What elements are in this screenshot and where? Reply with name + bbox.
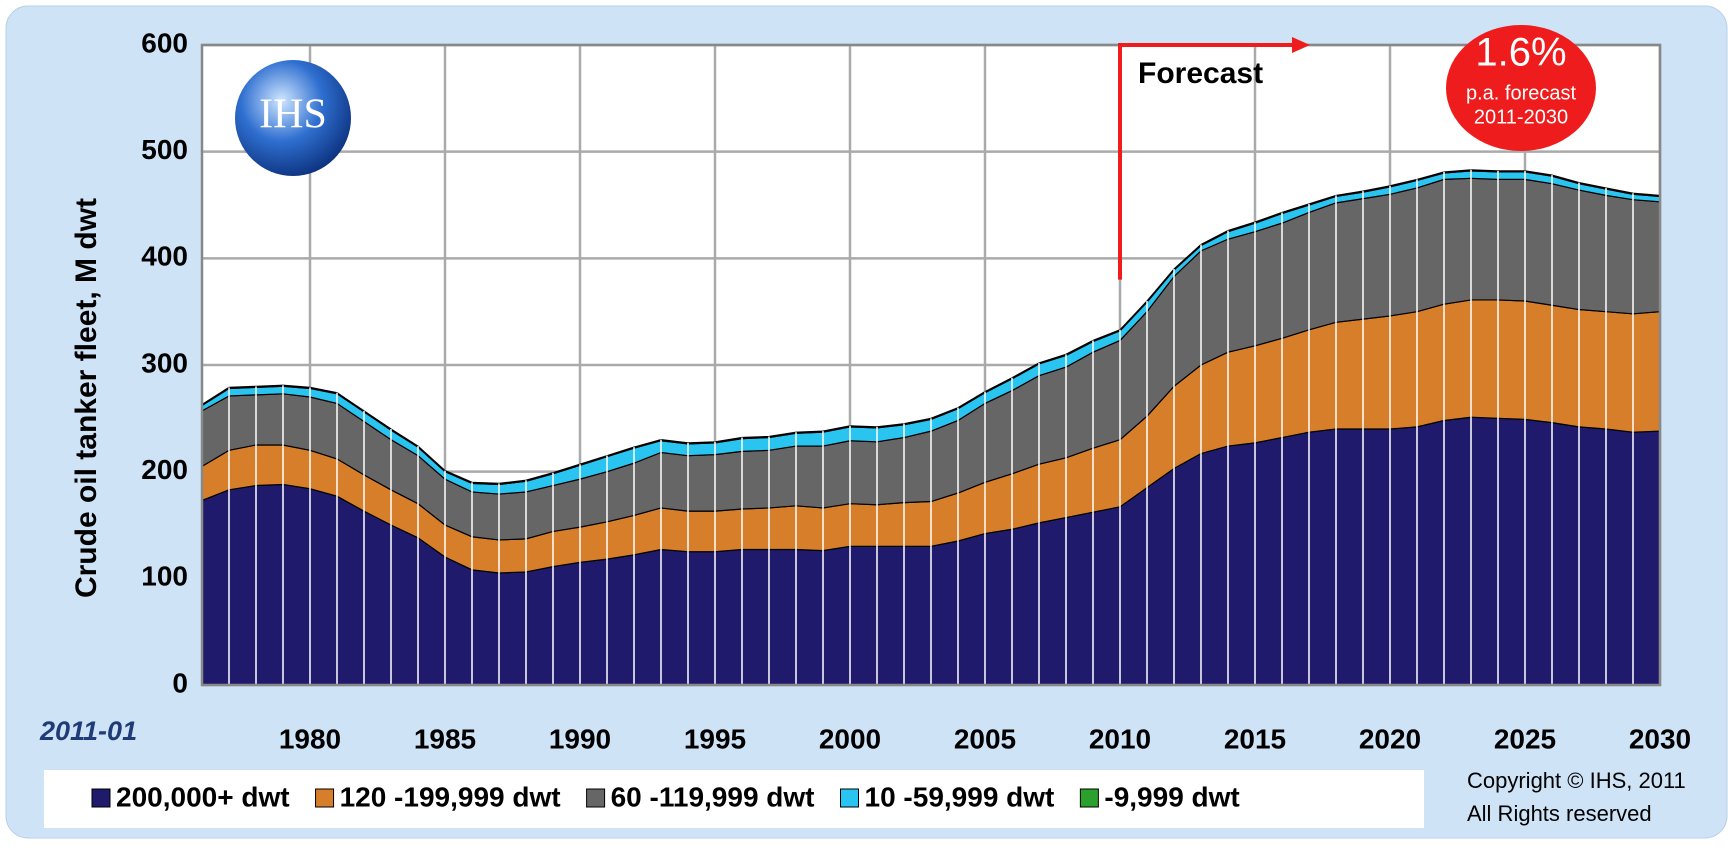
date-label: 2011-01 (39, 716, 137, 746)
legend-label: 60 -119,999 dwt (611, 781, 815, 812)
forecast-arrow (1118, 43, 1295, 280)
y-tick-label: 400 (141, 241, 188, 272)
legend-label: -9,999 dwt (1104, 781, 1239, 812)
x-tick-label: 1995 (684, 723, 746, 754)
legend-swatch (91, 788, 111, 808)
legend-swatch (1079, 788, 1099, 808)
y-axis-label: Crude oil tanker fleet, M dwt (70, 198, 103, 598)
badge-value: 1.6% (1475, 31, 1566, 75)
legend-label: 10 -59,999 dwt (865, 781, 1055, 812)
legend-swatch (586, 788, 606, 808)
legend-swatch (315, 788, 335, 808)
x-tick-label: 2000 (819, 723, 881, 754)
arrow-head (1292, 37, 1310, 53)
y-tick-label: 300 (141, 347, 188, 378)
legend-label: 200,000+ dwt (116, 781, 290, 812)
x-tick-label: 2020 (1359, 723, 1421, 754)
logo (235, 60, 351, 176)
x-tick-label: 2010 (1089, 723, 1151, 754)
annotation: Forecast (1138, 57, 1263, 90)
copyright: All Rights reserved (1467, 801, 1652, 826)
x-tick-label: 2030 (1629, 723, 1691, 754)
x-tick-label: 1990 (549, 723, 611, 754)
badge (1446, 25, 1596, 151)
x-tick-label: 1985 (414, 723, 476, 754)
y-tick-label: 200 (141, 454, 188, 485)
legend-label: 120 -199,999 dwt (340, 781, 561, 812)
legend-swatch (840, 788, 859, 808)
y-tick-label: 600 (141, 27, 188, 58)
logo-text: IHS (259, 92, 327, 138)
badge-text: p.a. forecast (1466, 82, 1577, 104)
x-tick-label: 2025 (1494, 723, 1556, 754)
plot-border (200, 43, 1662, 687)
x-tick-label: 2015 (1224, 723, 1286, 754)
copyright: Copyright © IHS, 2011 (1467, 768, 1686, 793)
y-tick-label: 0 (172, 667, 188, 698)
y-tick-label: 500 (141, 134, 188, 165)
y-tick-label: 100 (141, 561, 188, 592)
legend (44, 770, 1424, 828)
x-tick-label: 2005 (954, 723, 1016, 754)
x-tick-label: 1980 (279, 723, 341, 754)
badge-text: 2011-2030 (1474, 106, 1568, 128)
